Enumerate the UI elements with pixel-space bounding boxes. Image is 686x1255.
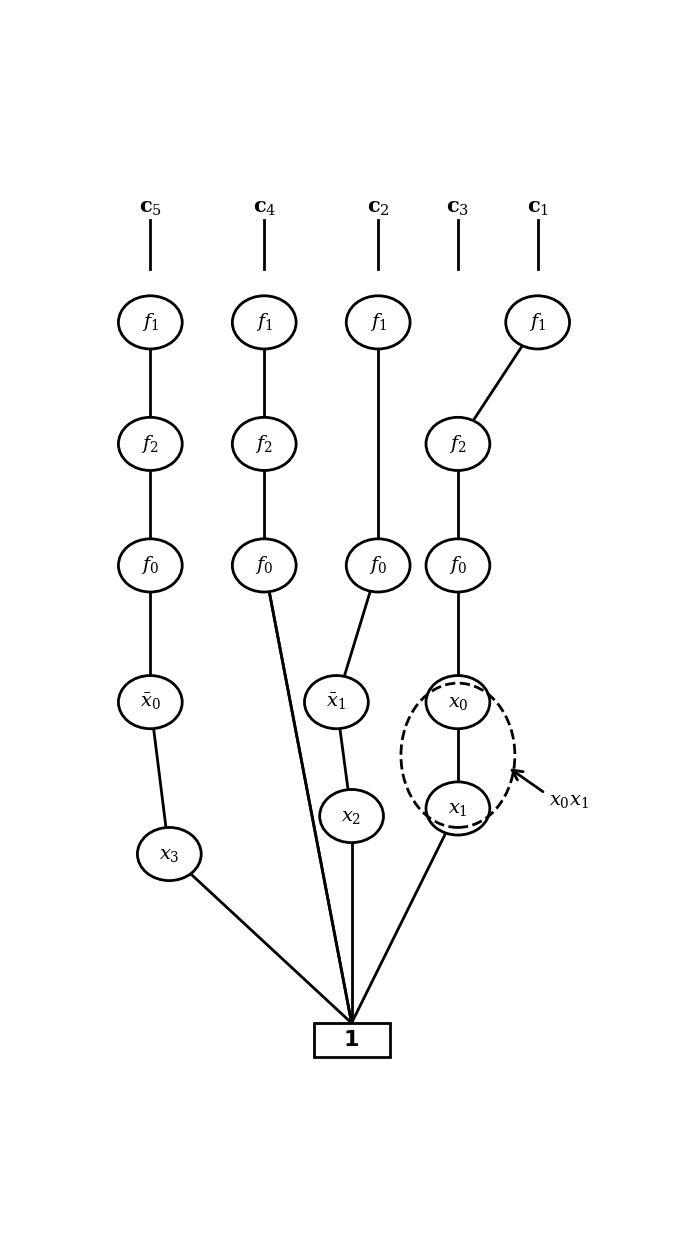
- Ellipse shape: [305, 675, 368, 729]
- Bar: [314, 1023, 390, 1057]
- Text: $\mathbf{c}_2$: $\mathbf{c}_2$: [367, 198, 390, 218]
- Ellipse shape: [426, 675, 490, 729]
- Ellipse shape: [346, 296, 410, 349]
- Text: $x_2$: $x_2$: [342, 807, 362, 826]
- Text: $\mathbf{c}_3$: $\mathbf{c}_3$: [447, 198, 469, 218]
- Text: 1: 1: [344, 1030, 359, 1050]
- Ellipse shape: [119, 296, 182, 349]
- Text: $x_3$: $x_3$: [159, 845, 180, 863]
- Text: $f_0$: $f_0$: [141, 555, 159, 576]
- Text: $\mathbf{c}_4$: $\mathbf{c}_4$: [252, 198, 276, 218]
- Ellipse shape: [233, 296, 296, 349]
- Text: $\bar{x}_1$: $\bar{x}_1$: [327, 692, 346, 713]
- Ellipse shape: [426, 782, 490, 835]
- Text: $f_2$: $f_2$: [449, 433, 466, 454]
- Ellipse shape: [426, 418, 490, 471]
- Text: $f_2$: $f_2$: [141, 433, 159, 454]
- Text: $\mathbf{c}_1$: $\mathbf{c}_1$: [527, 198, 549, 218]
- Ellipse shape: [119, 538, 182, 592]
- Text: $f_0$: $f_0$: [449, 555, 467, 576]
- Text: $\bar{x}_0$: $\bar{x}_0$: [140, 692, 161, 713]
- Ellipse shape: [320, 789, 383, 842]
- Text: $f_1$: $f_1$: [256, 311, 273, 334]
- Text: $f_2$: $f_2$: [255, 433, 273, 454]
- Text: $x_1$: $x_1$: [448, 799, 468, 818]
- Ellipse shape: [346, 538, 410, 592]
- Ellipse shape: [119, 675, 182, 729]
- Text: $\mathbf{c}_5$: $\mathbf{c}_5$: [139, 198, 162, 218]
- Text: $f_0$: $f_0$: [369, 555, 387, 576]
- Text: $x_0 x_1$: $x_0 x_1$: [549, 792, 589, 811]
- Ellipse shape: [119, 418, 182, 471]
- Text: $f_1$: $f_1$: [529, 311, 546, 334]
- Ellipse shape: [137, 827, 201, 881]
- Text: $f_1$: $f_1$: [142, 311, 159, 334]
- Text: $x_0$: $x_0$: [447, 693, 469, 712]
- Text: $f_0$: $f_0$: [255, 555, 273, 576]
- Ellipse shape: [233, 538, 296, 592]
- Ellipse shape: [506, 296, 569, 349]
- Ellipse shape: [426, 538, 490, 592]
- Text: $f_1$: $f_1$: [370, 311, 387, 334]
- Ellipse shape: [233, 418, 296, 471]
